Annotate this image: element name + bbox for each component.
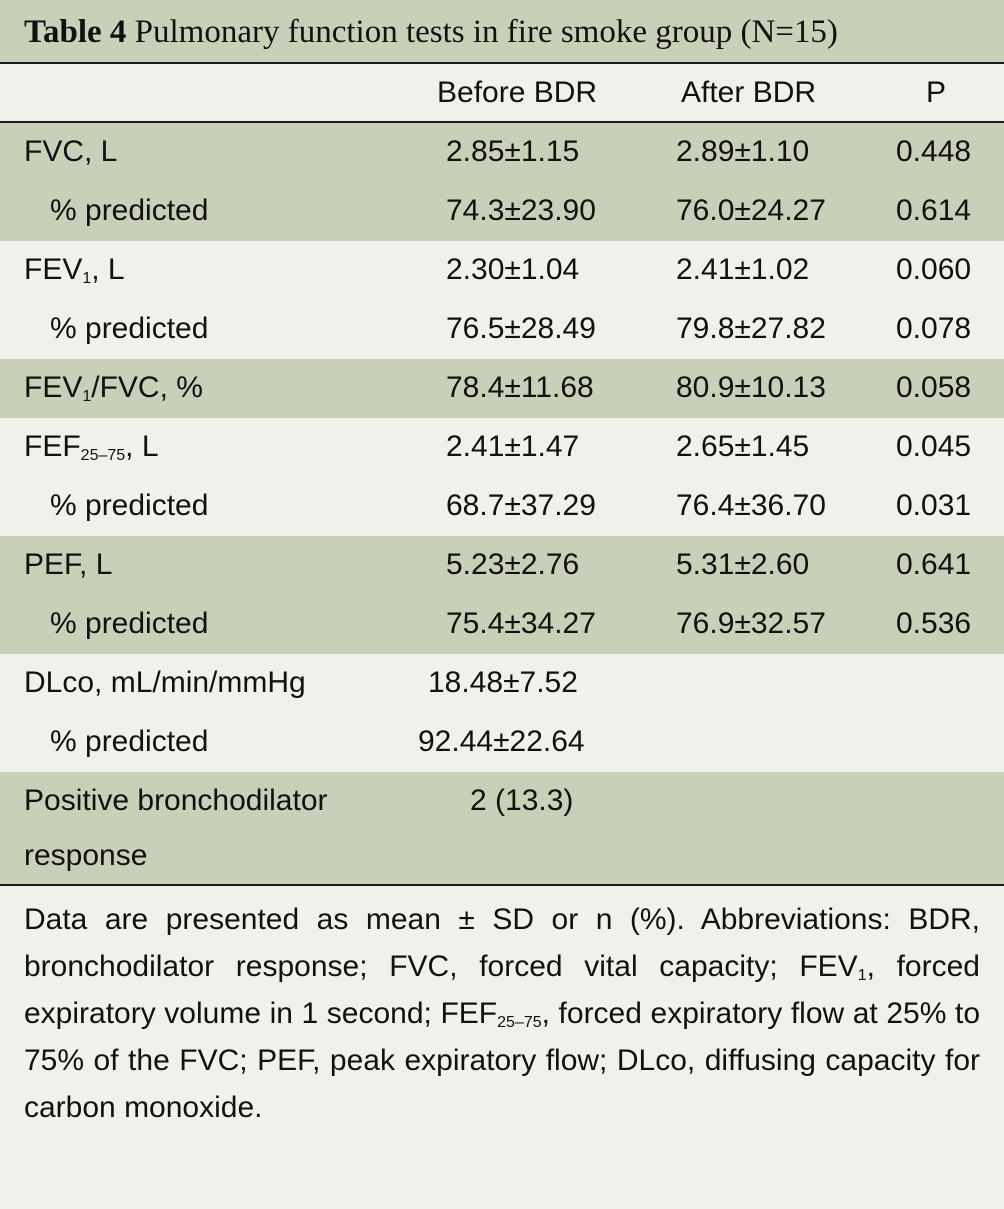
label-rest: , L: [125, 430, 159, 463]
before-value: 2.30±1.04: [446, 253, 580, 286]
label-rest: , L: [91, 253, 125, 286]
p-value: 0.058: [896, 371, 972, 404]
row-label: % predicted: [50, 725, 209, 758]
label-main: FEF: [24, 430, 81, 463]
before-value: 78.4±11.68: [446, 371, 594, 404]
row-label: DLco, mL/min/mmHg: [24, 666, 306, 699]
before-value: 75.4±34.27: [446, 607, 596, 640]
footnote-part2: , forced expiratory volume in 1 second; …: [24, 950, 980, 1030]
table-title-bar: Table 4 Pulmonary function tests in fire…: [0, 0, 1004, 64]
after-value: 5.31±2.60: [676, 548, 810, 581]
label-main: FEV: [24, 253, 83, 286]
after-value: 76.4±36.70: [676, 489, 826, 522]
before-value: 2.85±1.15: [446, 135, 580, 168]
before-value: 2.41±1.47: [446, 430, 580, 463]
before-value: 5.23±2.76: [446, 548, 580, 581]
row-label: PEF, L: [24, 548, 113, 581]
band-fev1: [0, 241, 1004, 359]
label-subscript: 1: [82, 388, 92, 405]
band-dlco: [0, 654, 1004, 772]
label-main: FEV: [24, 371, 83, 404]
band-fvc: [0, 123, 1004, 241]
p-value: 0.078: [896, 312, 972, 345]
band-bdr-response: [0, 772, 1004, 884]
footnote-part3: , forced expiratory flow at 25% to 75% o…: [24, 997, 980, 1124]
footnote-subscript-1: 1: [857, 967, 867, 984]
before-value: 2 (13.3): [470, 784, 574, 817]
row-label: FEF25–75, L: [24, 429, 159, 465]
p-value: 0.614: [896, 194, 972, 227]
table-number: Table 4: [24, 14, 127, 50]
p-value: 0.045: [896, 430, 972, 463]
before-value: 76.5±28.49: [446, 312, 596, 345]
band-fev1-fvc: [0, 359, 1004, 418]
row-label: % predicted: [50, 607, 209, 640]
before-value: 74.3±23.90: [446, 194, 596, 227]
after-value: 2.65±1.45: [676, 430, 810, 463]
p-value: 0.060: [896, 253, 972, 286]
after-value: 2.41±1.02: [676, 253, 810, 286]
row-label-line2: response: [24, 839, 148, 872]
label-subscript: 25–75: [80, 447, 126, 464]
row-label: FEV1/FVC, %: [24, 370, 203, 406]
footnote-subscript-2: 25–75: [497, 1014, 542, 1031]
table-header-row: Before BDR After BDR P: [0, 64, 1004, 123]
row-label: % predicted: [50, 194, 209, 227]
after-value: 79.8±27.82: [676, 312, 826, 345]
p-value: 0.031: [896, 489, 972, 522]
table-title: Table 4 Pulmonary function tests in fire…: [24, 12, 838, 52]
table-footnote: Data are presented as mean ± SD or n (%)…: [24, 896, 980, 1131]
band-fef: [0, 418, 1004, 536]
before-value: 68.7±37.29: [446, 489, 596, 522]
table-caption: Pulmonary function tests in fire smoke g…: [134, 14, 838, 50]
row-label: % predicted: [50, 489, 209, 522]
before-value: 18.48±7.52: [428, 666, 578, 699]
p-value: 0.448: [896, 135, 972, 168]
row-label: FEV1, L: [24, 252, 125, 288]
before-value: 92.44±22.64: [418, 725, 585, 758]
row-label: % predicted: [50, 312, 209, 345]
footnote-part1: Data are presented as mean ± SD or n (%)…: [24, 903, 980, 983]
after-value: 2.89±1.10: [676, 135, 810, 168]
header-p: P: [926, 76, 947, 109]
after-value: 76.9±32.57: [676, 607, 826, 640]
after-value: 76.0±24.27: [676, 194, 826, 227]
p-value: 0.536: [896, 607, 972, 640]
row-label: FVC, L: [24, 135, 118, 168]
after-value: 80.9±10.13: [676, 371, 826, 404]
p-value: 0.641: [896, 548, 972, 581]
band-pef: [0, 536, 1004, 654]
header-before-bdr: Before BDR: [437, 76, 598, 109]
table-bottom-rule: [0, 884, 1004, 886]
label-rest: /FVC, %: [91, 371, 203, 404]
label-subscript: 1: [82, 270, 92, 287]
row-label-line1: Positive bronchodilator: [24, 784, 328, 817]
header-after-bdr: After BDR: [681, 76, 817, 109]
